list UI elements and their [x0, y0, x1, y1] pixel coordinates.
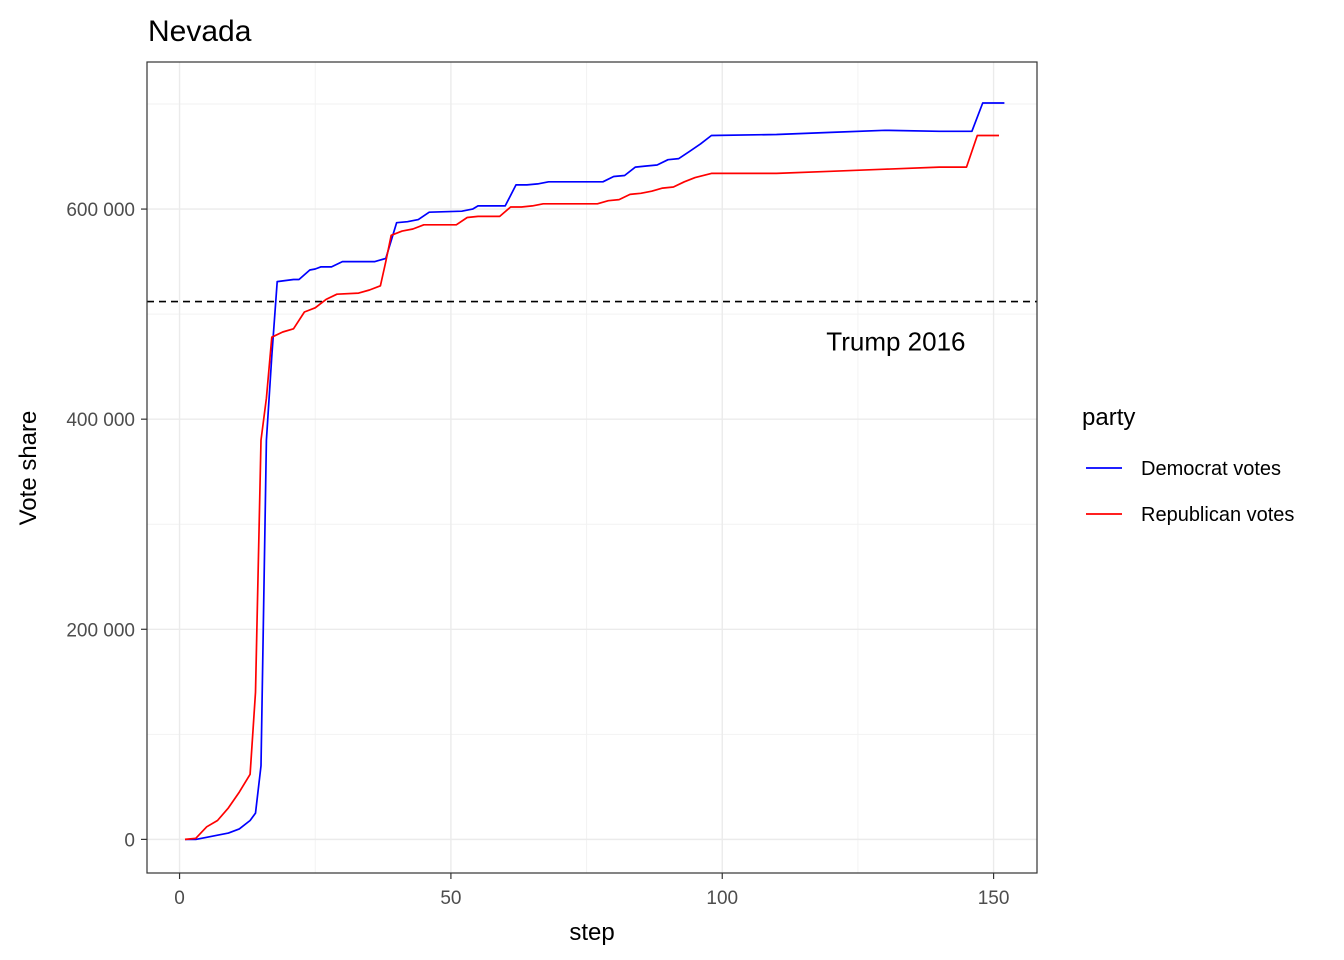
legend: Democrat votes Republican votes	[1086, 458, 1294, 526]
series-layer	[184, 102, 1005, 841]
x-tick-label: 50	[440, 888, 461, 909]
y-tick-label: 600 000	[66, 200, 135, 221]
y-axis-title: Vote share	[15, 411, 42, 526]
reference-layer: Trump 2016	[147, 300, 1037, 356]
series-line-republican	[184, 134, 999, 841]
legend-label-republican: Republican votes	[1141, 504, 1294, 526]
legend-label-democrat: Democrat votes	[1141, 458, 1281, 480]
axis-layer: 0 50 100 150 0 200 000 400 000 600 000	[66, 200, 1009, 909]
y-tick-label: 400 000	[66, 410, 135, 431]
x-tick-label: 100	[706, 888, 738, 909]
x-tick-label: 0	[174, 888, 185, 909]
x-axis-title: step	[569, 919, 614, 946]
series-line-democrat	[185, 102, 1005, 841]
legend-title: party	[1082, 404, 1135, 431]
grid-layer	[147, 62, 1037, 873]
y-tick-label: 0	[124, 830, 135, 851]
panel-border	[146, 61, 1038, 874]
reference-line-label: Trump 2016	[826, 326, 965, 356]
x-tick-label: 150	[978, 888, 1010, 909]
chart-title: Nevada	[148, 15, 252, 48]
y-tick-label: 200 000	[66, 620, 135, 641]
